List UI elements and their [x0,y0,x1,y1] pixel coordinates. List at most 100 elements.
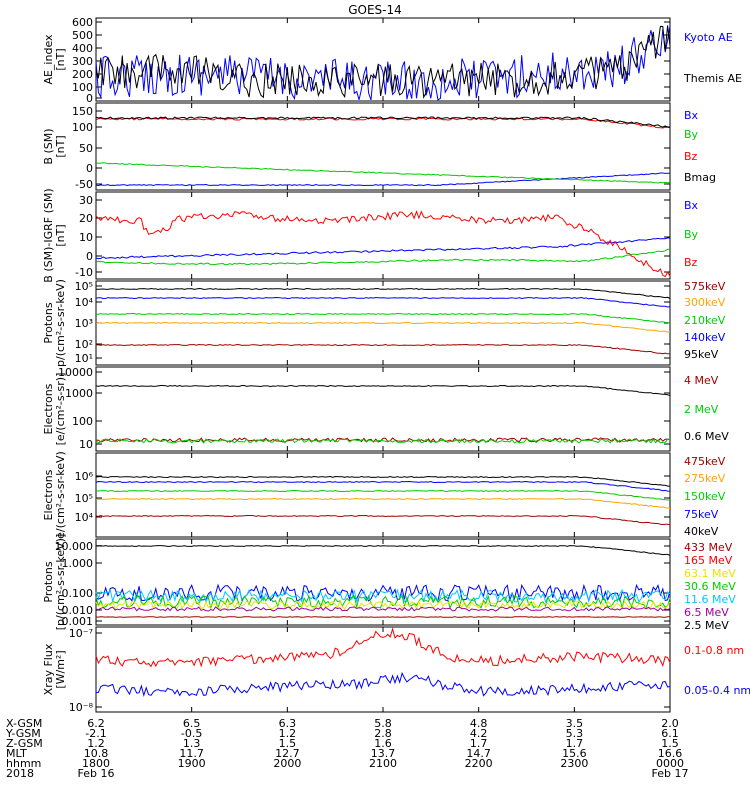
series-line-protons-epead-5 [95,606,671,612]
legend-entry: 210keV [684,314,726,327]
y-tick-label: 0.001 [62,615,94,628]
legend-entry: 475keV [684,455,726,468]
y-axis-label: AE_index [42,34,55,85]
legend-entry: By [684,228,699,241]
x-table-cell: 1.7 [470,737,488,750]
y-axis-label: Protons [42,561,55,602]
x-table-cell: 11.7 [179,747,204,760]
x-table-cell: 2000 [273,757,301,770]
series-line-protons-epead-6 [95,616,671,618]
legend-entry: By [684,128,699,141]
series-line-protons-epead-4 [95,599,671,611]
panel-bigrf: 30 20 10 0 -10 B (SM)-IGRF (SM) [nT] Bx By Bz [42,188,699,282]
x-table-cell: 1.7 [566,737,584,750]
series-line-bsm-1 [95,162,671,184]
legend-entry: 6.5 MeV [684,606,729,619]
series-line-xray-1 [95,671,671,697]
y-axis-label: Electrons [42,469,55,520]
x-table-row-label: X-GSM [6,717,42,730]
x-table-cell: -2.1 [85,727,106,740]
y-tick-label: 100 [72,121,93,134]
legend-entry: 140keV [684,331,726,344]
x-table-row-label: 2018 [6,767,34,780]
y-tick-label: 0.100 [62,587,94,600]
y-tick-label: 10⁻⁸ [69,701,94,714]
legend-entry: 4 MeV [684,374,719,387]
panel-frame [95,452,671,538]
panel-bsm: 150 100 50 0 -50 B (SM) [nT] Bx By Bz Bmag [42,102,716,191]
legend-entry: Bmag [684,171,716,184]
y-tick-label: 10³ [75,317,93,330]
x-table-cell: 6.5 [183,717,201,730]
series-line-electrons-mag-3 [95,497,671,509]
y-tick-label: 10² [75,338,93,351]
legend-entry: 433 MeV [684,541,733,554]
y-axis-label: Protons [42,302,55,343]
series-line-protons-epead-0 [96,545,671,556]
y-axis-label: p/(cm²-s-sr-keV) [54,279,67,367]
series-line-bsm-0 [95,172,670,187]
x-table-cell: 2.0 [661,717,679,730]
x-table-row-label: hhmm [6,757,41,770]
series-line-electrons-mag-4 [95,514,671,526]
x-table-cell: 10.8 [84,747,109,760]
y-tick-label: 0 [86,92,93,105]
x-table-cell: 14.7 [466,747,491,760]
x-table-cell: 6.1 [661,727,679,740]
y-tick-label: 10⁵ [75,492,93,505]
legend-entry: 0.1-0.8 nm [684,644,744,657]
legend-entry: 0.05-0.4 nm [684,684,750,697]
y-axis-label: Xray Flux [42,643,55,695]
y-axis-label: [e/(cm²-s-sr)] [54,373,67,446]
x-table-cell: 5.3 [566,727,584,740]
y-tick-label: 1000 [65,387,93,400]
x-table-cell: 6.2 [87,717,105,730]
y-tick-label: 200 [72,68,93,81]
legend-entry: Bz [684,256,698,269]
x-table-cell: 1.6 [374,737,392,750]
x-axis-table: X-GSMY-GSMZ-GSMMLThhmm20186.2-2.11.210.8… [5,717,688,780]
y-axis-label: [nT] [54,135,67,157]
x-table-row-label: MLT [6,747,27,760]
y-axis-label: [nT] [54,224,67,246]
legend-entry: 40keV [684,525,719,538]
legend-entry: 575keV [684,280,726,293]
x-table-cell: 2100 [369,757,397,770]
panel-frame [95,102,671,191]
series-line-protons-mag-1 [95,296,671,308]
y-tick-label: 100 [72,81,93,94]
y-axis-label: Electrons [42,383,55,434]
x-table-cell: 1.3 [183,737,201,750]
legend-entry: 11.6 MeV [684,593,736,606]
y-axis-label: e/(cm²-s-sr-keV) [54,451,67,539]
y-tick-label: 300 [72,55,93,68]
y-axis-label: [W/m²] [54,650,67,688]
legend-entry: 63.1 MeV [684,567,736,580]
legend-entry: 300keV [684,296,726,309]
y-tick-label: 0 [86,250,93,263]
series-line-bsm-3 [95,116,671,128]
x-table-cell: Feb 17 [652,767,689,780]
series-line-electrons-mag-1 [95,480,671,492]
y-tick-label: -50 [75,178,93,191]
y-tick-label: 20 [79,212,93,225]
y-tick-label: 10⁻⁷ [69,627,93,640]
y-tick-label: 1.000 [62,557,94,570]
series-line-electrons-epead-2 [95,438,671,444]
legend-entry: Bx [684,199,699,212]
y-tick-label: 10000 [58,366,93,379]
y-axis-label: B (SM)-IGRF (SM) [42,188,55,282]
panel-frame [95,626,671,713]
legend-entry: Themis AE [683,72,742,85]
y-tick-label: 100 [72,415,93,428]
x-table-cell: 2.8 [374,727,392,740]
y-tick-label: 50 [79,142,93,155]
x-table-cell: 1900 [178,757,206,770]
series-line-electrons-mag-0 [95,475,670,487]
legend-entry: 2.5 MeV [684,619,729,632]
legend-entry: Bz [684,150,698,163]
x-table-cell: 1.2 [279,727,297,740]
legend-entry: 150keV [684,490,726,503]
